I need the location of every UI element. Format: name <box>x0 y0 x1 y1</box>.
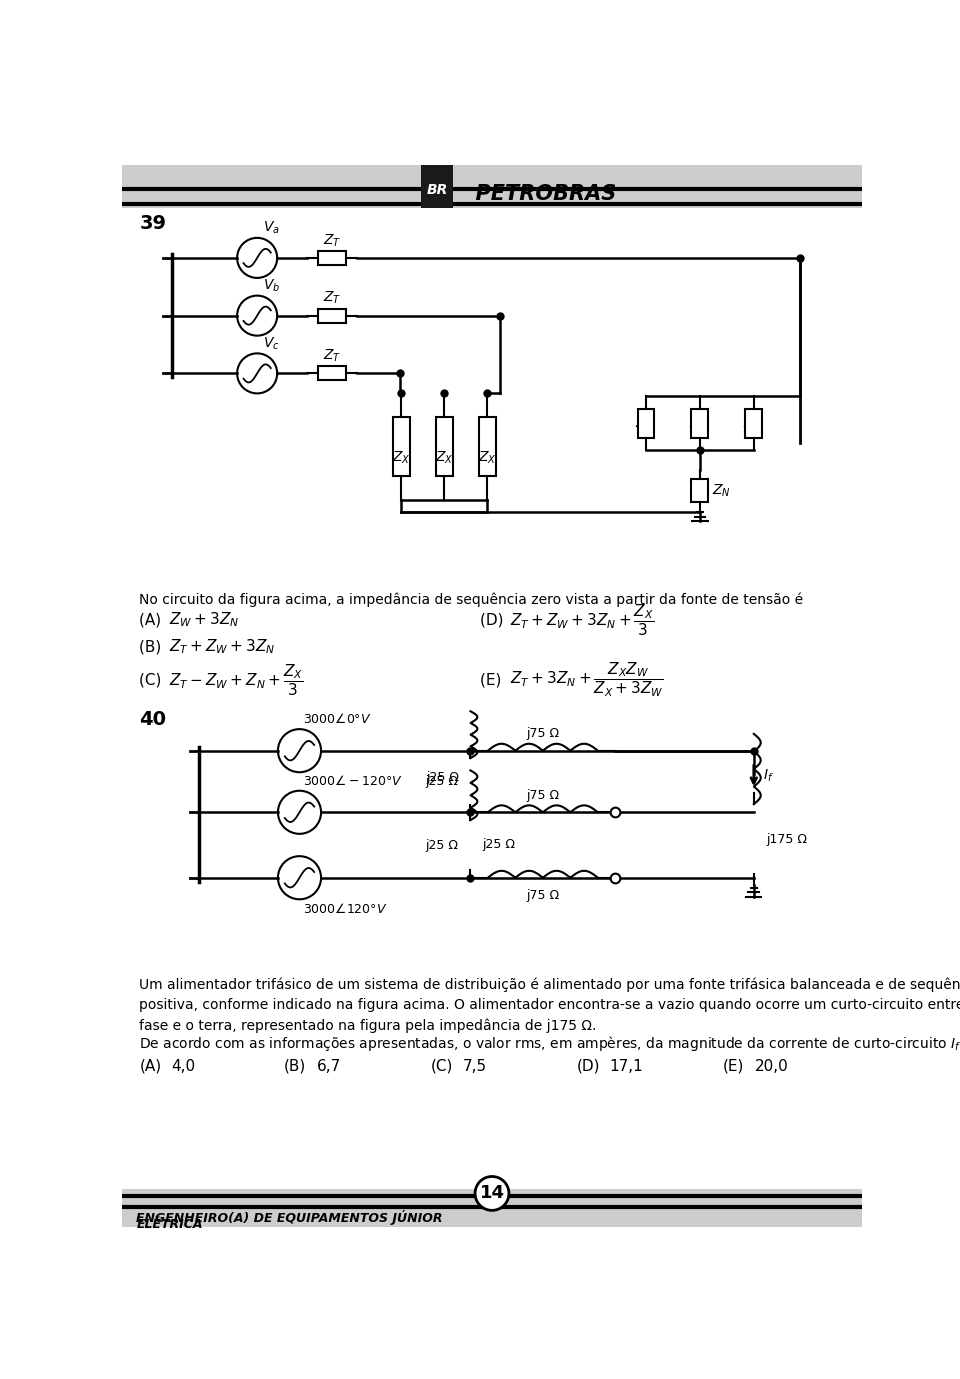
Text: $V_c$: $V_c$ <box>263 335 280 352</box>
Text: (A): (A) <box>139 612 171 627</box>
Text: ENGENHEIRO(A) DE EQUIPAMENTOS JÚNIOR: ENGENHEIRO(A) DE EQUIPAMENTOS JÚNIOR <box>136 1209 443 1225</box>
Text: $Z_T$: $Z_T$ <box>323 348 342 364</box>
Text: j175 Ω: j175 Ω <box>766 833 807 845</box>
Bar <box>123 165 861 208</box>
Bar <box>421 165 453 208</box>
Text: 6,7: 6,7 <box>317 1059 341 1074</box>
Text: BR: BR <box>426 183 448 197</box>
Text: (D): (D) <box>577 1059 600 1074</box>
Text: j25 Ω: j25 Ω <box>482 838 515 851</box>
Text: j25 Ω: j25 Ω <box>426 771 459 785</box>
Text: (C): (C) <box>430 1059 453 1074</box>
Text: j25 Ω: j25 Ω <box>425 775 458 787</box>
Text: $3000\angle 0°V$: $3000\angle 0°V$ <box>303 712 372 725</box>
Text: (A): (A) <box>139 1059 161 1074</box>
Text: (B): (B) <box>284 1059 306 1074</box>
Text: $Z_X$: $Z_X$ <box>435 450 453 466</box>
Text: 14: 14 <box>479 1185 505 1202</box>
Text: 17,1: 17,1 <box>609 1059 643 1074</box>
Text: $Z_W + 3Z_N$: $Z_W + 3Z_N$ <box>169 611 239 629</box>
Bar <box>745 408 762 439</box>
Text: $V_b$: $V_b$ <box>263 277 280 294</box>
Text: 4,0: 4,0 <box>172 1059 196 1074</box>
Text: $Z_T$: $Z_T$ <box>323 232 342 248</box>
Circle shape <box>475 1176 509 1211</box>
Text: j25 Ω: j25 Ω <box>425 838 458 851</box>
Bar <box>319 309 346 323</box>
Text: $V_a$: $V_a$ <box>263 219 280 236</box>
Text: (C): (C) <box>139 673 172 687</box>
Bar <box>123 1189 861 1227</box>
Text: De acordo com as informações apresentadas, o valor rms, em ampères, da magnitude: De acordo com as informações apresentada… <box>139 1034 960 1052</box>
Bar <box>637 408 655 439</box>
Text: j75 Ω: j75 Ω <box>526 727 560 741</box>
Text: (D): (D) <box>480 612 514 627</box>
Bar <box>691 408 708 439</box>
Text: $3000\angle -120°V$: $3000\angle -120°V$ <box>303 774 403 787</box>
Text: $Z_T$: $Z_T$ <box>323 290 342 306</box>
Bar <box>319 251 346 265</box>
Text: $Z_N$: $Z_N$ <box>712 483 732 499</box>
Text: $I_f$: $I_f$ <box>763 768 774 785</box>
Text: j75 Ω: j75 Ω <box>526 888 560 902</box>
Text: $Z_T + 3Z_N + \dfrac{Z_X Z_W}{Z_X + 3Z_W}$: $Z_T + 3Z_N + \dfrac{Z_X Z_W}{Z_X + 3Z_W… <box>510 661 663 699</box>
Text: 40: 40 <box>139 710 166 729</box>
Text: $Z_X$: $Z_X$ <box>478 450 496 466</box>
Text: $Z_W$: $Z_W$ <box>743 415 765 432</box>
Text: $3000\angle 120°V$: $3000\angle 120°V$ <box>303 902 388 917</box>
Text: PETROBRAS: PETROBRAS <box>461 183 616 204</box>
Bar <box>319 367 346 381</box>
Text: (E): (E) <box>723 1059 744 1074</box>
Text: ELÉTRICA: ELÉTRICA <box>136 1219 203 1231</box>
Bar <box>691 479 708 502</box>
Bar <box>479 416 496 476</box>
Bar <box>393 416 410 476</box>
Text: (E): (E) <box>480 673 512 687</box>
Bar <box>436 416 453 476</box>
Text: j75 Ω: j75 Ω <box>526 789 560 801</box>
Text: $Z_T + Z_W + 3Z_N$: $Z_T + Z_W + 3Z_N$ <box>169 637 276 656</box>
Text: $Z_W$: $Z_W$ <box>636 415 657 432</box>
Text: No circuito da figura acima, a impedância de sequência zero vista a partir da fo: No circuito da figura acima, a impedânci… <box>139 593 804 607</box>
Text: 39: 39 <box>139 214 166 233</box>
Text: $Z_T + Z_W + 3Z_N + \dfrac{Z_X}{3}$: $Z_T + Z_W + 3Z_N + \dfrac{Z_X}{3}$ <box>510 603 654 637</box>
Text: $Z_W$: $Z_W$ <box>689 415 710 432</box>
Bar <box>425 165 449 174</box>
Text: $Z_T - Z_W + Z_N + \dfrac{Z_X}{3}$: $Z_T - Z_W + Z_N + \dfrac{Z_X}{3}$ <box>169 662 303 698</box>
Text: Um alimentador trifásico de um sistema de distribuição é alimentado por uma font: Um alimentador trifásico de um sistema d… <box>139 978 960 1033</box>
Text: (B): (B) <box>139 640 171 654</box>
Text: 20,0: 20,0 <box>756 1059 789 1074</box>
Text: $Z_X$: $Z_X$ <box>392 450 411 466</box>
Text: 7,5: 7,5 <box>463 1059 487 1074</box>
